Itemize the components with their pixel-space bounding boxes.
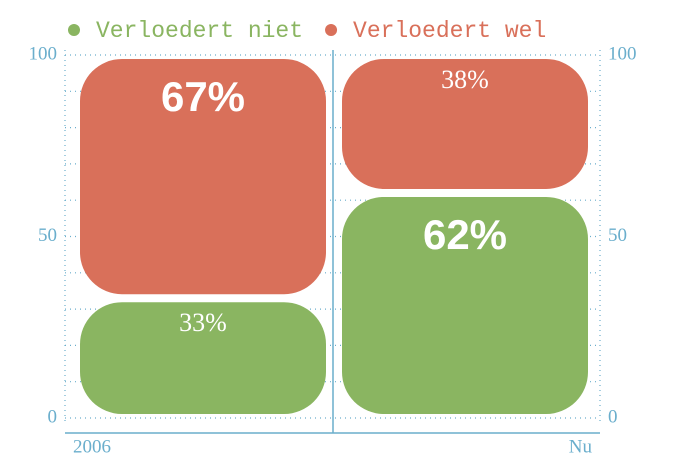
bar-segment	[80, 302, 326, 414]
legend-label: Verloedert wel	[353, 18, 546, 44]
legend-dot	[68, 24, 80, 36]
value-label: 33%	[179, 308, 227, 337]
legend-label: Verloedert niet	[96, 18, 303, 44]
legend-dot	[325, 24, 338, 36]
bar-segment	[80, 59, 326, 295]
y2-tick-label: 0	[608, 406, 618, 427]
y2-tick-label: 100	[608, 43, 637, 64]
x-tick-label: Nu	[569, 436, 593, 457]
x-tick-label: 2006	[73, 436, 111, 457]
y2-tick-label: 50	[608, 225, 627, 246]
value-label: 67%	[161, 73, 245, 120]
bar-segment	[342, 196, 588, 414]
value-label: 38%	[441, 65, 489, 94]
y-tick-label: 100	[29, 43, 58, 64]
y-tick-label: 0	[48, 406, 58, 427]
value-label: 62%	[423, 211, 507, 258]
y-tick-label: 50	[38, 225, 57, 246]
bar-segment	[342, 59, 588, 189]
